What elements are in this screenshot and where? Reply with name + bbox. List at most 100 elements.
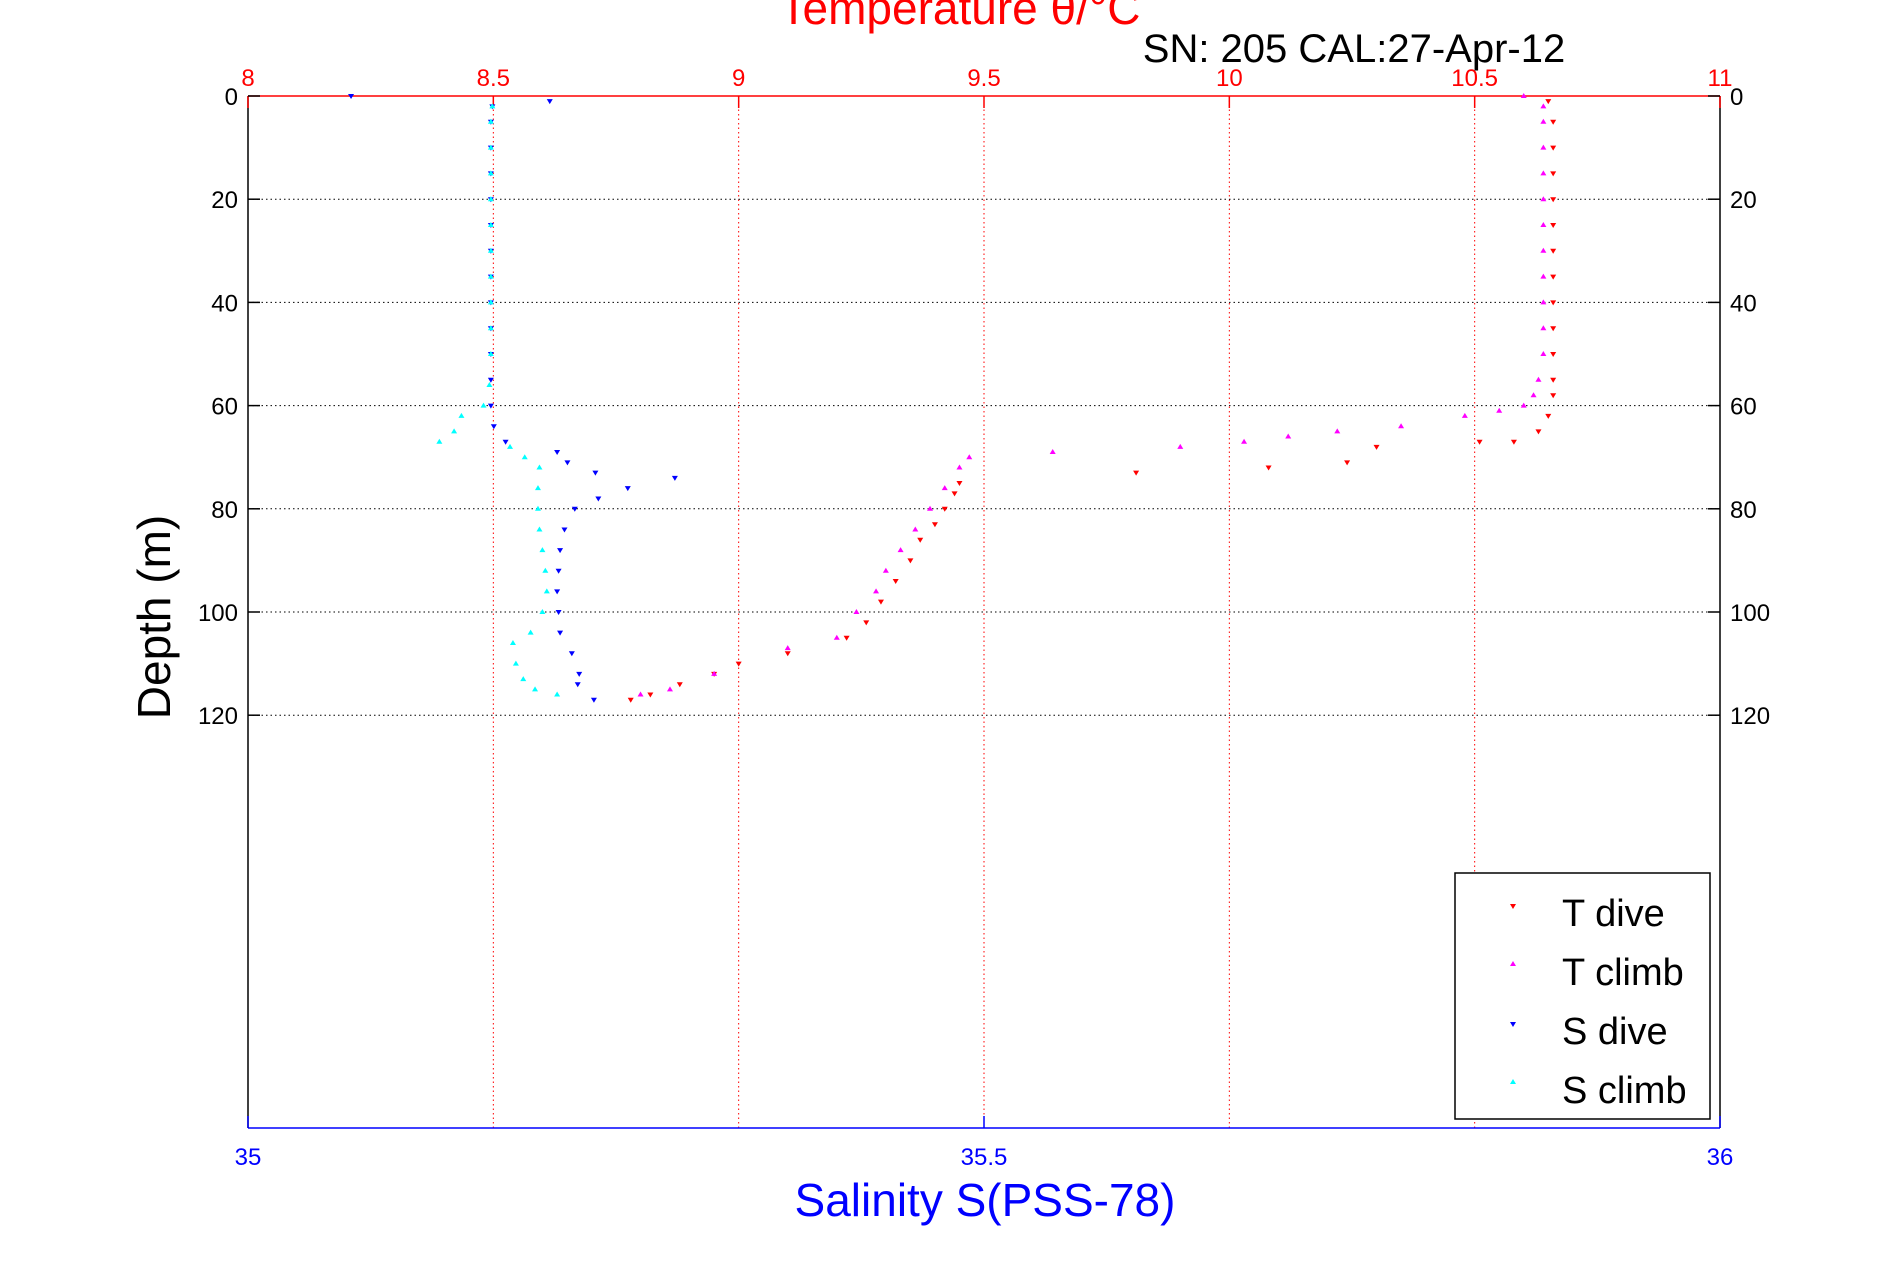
data-point [1550, 145, 1557, 151]
data-point [1550, 274, 1557, 280]
data-point [647, 692, 654, 698]
data-point [843, 635, 850, 641]
data-point [931, 522, 938, 528]
x-axis-bottom-label: Salinity S(PSS-78) [795, 1174, 1176, 1226]
data-point [487, 273, 494, 279]
data-point [527, 629, 534, 635]
data-point [1461, 412, 1468, 418]
data-point [542, 567, 549, 573]
legend-label-s-dive: S dive [1562, 1011, 1668, 1053]
data-point [966, 454, 973, 460]
x-top-tick-label: 8.5 [477, 65, 510, 92]
data-point [532, 686, 539, 692]
y-right-tick-label: 100 [1730, 600, 1770, 627]
data-point [1540, 103, 1547, 109]
legend-label-s-climb: S climb [1562, 1070, 1687, 1112]
data-point [676, 682, 683, 688]
data-point [561, 527, 568, 533]
x-top-tick-label: 10.5 [1451, 65, 1498, 92]
data-point [574, 682, 581, 688]
data-point [595, 496, 602, 502]
legend-item-s-dive: S dive [1510, 1011, 1668, 1053]
data-point [458, 412, 465, 418]
data-point [539, 547, 546, 553]
data-point [1550, 377, 1557, 383]
data-point [1241, 438, 1248, 444]
y-right-tick-label: 40 [1730, 290, 1757, 317]
y-left-tick-label: 120 [198, 703, 238, 730]
data-point [1049, 449, 1056, 455]
data-point [833, 634, 840, 640]
data-point [502, 439, 509, 445]
data-point [554, 450, 561, 456]
data-point [951, 491, 958, 497]
data-point [637, 691, 644, 697]
data-point [917, 537, 924, 543]
data-point [1398, 423, 1405, 429]
data-point [539, 609, 546, 614]
data-point [873, 588, 880, 594]
data-point [564, 460, 571, 466]
x-top-tick-label: 9.5 [967, 65, 1000, 92]
data-point [1550, 248, 1557, 254]
data-point [1550, 223, 1557, 228]
data-point [534, 505, 541, 511]
data-point [487, 377, 494, 383]
y-left-tick-label: 100 [198, 600, 238, 627]
data-point [555, 568, 562, 574]
data-point [571, 506, 578, 512]
data-point [1540, 325, 1547, 331]
y-right-tick-label: 20 [1730, 187, 1757, 214]
data-point [1530, 392, 1537, 398]
data-point [1550, 300, 1557, 306]
legend-marker-t-dive [1510, 904, 1516, 909]
data-point [487, 222, 494, 227]
data-point [1540, 170, 1547, 176]
legend-item-t-climb: T climb [1510, 952, 1684, 994]
data-point [1476, 439, 1483, 445]
data-point [627, 697, 634, 703]
data-point [1334, 428, 1341, 434]
data-point [1540, 222, 1547, 227]
data-points [348, 93, 1557, 703]
data-point [509, 639, 516, 645]
data-point [512, 660, 519, 666]
data-point [784, 651, 791, 657]
legend-label-t-climb: T climb [1562, 952, 1684, 994]
data-point [1540, 118, 1547, 124]
data-point [543, 588, 550, 594]
data-point [1540, 247, 1547, 253]
legend-item-t-dive: T dive [1510, 893, 1665, 935]
y-left-tick-label: 20 [211, 187, 238, 214]
data-point [1344, 460, 1351, 466]
data-point [576, 671, 583, 677]
data-point [1545, 413, 1552, 419]
data-point [892, 579, 899, 585]
data-point [480, 402, 487, 408]
data-point [784, 645, 791, 651]
legend-item-s-climb: S climb [1510, 1070, 1687, 1112]
legend-marker-t-climb [1510, 961, 1516, 966]
data-point [546, 99, 553, 105]
data-point [1550, 171, 1557, 177]
data-point [1510, 439, 1517, 445]
data-point [348, 94, 355, 99]
data-point [487, 196, 494, 202]
data-point [956, 481, 963, 486]
data-point [521, 454, 528, 460]
y-left-tick-label: 80 [211, 497, 238, 524]
data-point [1550, 352, 1557, 357]
y-left-tick-label: 40 [211, 290, 238, 317]
legend-label-t-dive: T dive [1562, 893, 1665, 935]
data-point [590, 697, 597, 703]
data-point [882, 567, 889, 573]
data-point [1550, 119, 1557, 125]
y-axis-label: Depth (m) [128, 515, 180, 719]
y-right-tick-label: 120 [1730, 703, 1770, 730]
data-point [735, 661, 742, 667]
data-point [486, 381, 493, 387]
data-point [1540, 299, 1547, 305]
data-point [554, 589, 561, 595]
x-top-tick-label: 11 [1708, 65, 1733, 92]
data-point [534, 485, 541, 491]
